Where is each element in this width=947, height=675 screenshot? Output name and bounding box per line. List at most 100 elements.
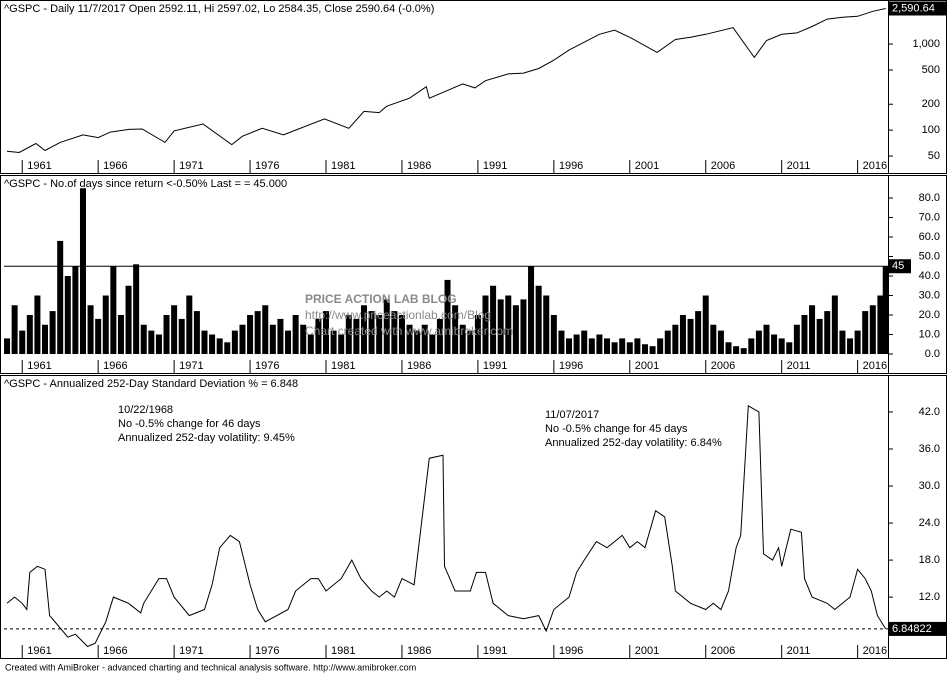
bar: [687, 318, 694, 354]
bar: [725, 342, 732, 354]
x-tick-label: 2016: [863, 360, 887, 372]
bar: [398, 315, 405, 354]
bar: [345, 315, 352, 354]
bar: [64, 276, 71, 354]
bar: [269, 324, 276, 354]
y-tick-label: 50.0: [919, 250, 940, 262]
bar: [26, 315, 33, 354]
bar: [201, 330, 208, 354]
pane-title: ^GSPC - No.of days since return <-0.50% …: [4, 178, 287, 190]
bar: [558, 330, 565, 354]
bar: [19, 330, 26, 354]
bar: [414, 330, 421, 354]
x-tick-label: 1976: [255, 360, 279, 372]
y-tick-label: 200: [922, 98, 940, 110]
annotation: No -0.5% change for 46 days: [118, 418, 261, 430]
annotation: No -0.5% change for 45 days: [545, 423, 688, 435]
bar: [657, 338, 664, 354]
bar: [421, 324, 428, 354]
bar: [664, 330, 671, 354]
y-tick-label: 30.0: [919, 480, 940, 492]
bar: [748, 338, 755, 354]
last-value-label: 6.84822: [892, 623, 932, 635]
bar: [490, 285, 497, 354]
bar: [72, 266, 79, 354]
bar: [34, 295, 41, 354]
x-tick-label: 1996: [559, 360, 583, 372]
bar: [869, 305, 876, 354]
bar: [877, 295, 884, 354]
bar: [239, 324, 246, 354]
annotation: Annualized 252-day volatility: 6.84%: [545, 437, 722, 449]
annotation: 10/22/1968: [118, 404, 173, 416]
last-value-box: [889, 1, 947, 16]
bar: [231, 330, 238, 354]
x-tick-label: 2001: [635, 645, 659, 657]
bar: [262, 305, 269, 354]
bar: [596, 334, 603, 354]
bar: [816, 318, 823, 354]
bar: [543, 295, 550, 354]
x-tick-label: 1981: [331, 360, 355, 372]
bar: [847, 338, 854, 354]
y-tick-label: 100: [922, 124, 940, 136]
x-tick-label: 2011: [787, 160, 811, 172]
bar: [854, 330, 861, 354]
x-tick-label: 1981: [331, 645, 355, 657]
bar: [209, 334, 216, 354]
bar: [254, 311, 261, 354]
footer: Created with AmiBroker - advanced charti…: [5, 662, 416, 672]
bar: [717, 330, 724, 354]
last-value-label: 2,590.64: [892, 2, 935, 14]
bar: [550, 315, 557, 354]
bar: [148, 330, 155, 354]
bar: [216, 338, 223, 354]
bar: [57, 240, 64, 354]
bar: [4, 338, 11, 354]
bar: [695, 311, 702, 354]
y-tick-label: 12.0: [919, 591, 940, 603]
x-tick-label: 1996: [559, 160, 583, 172]
bar: [497, 299, 504, 354]
x-tick-label: 2011: [787, 360, 811, 372]
x-tick-label: 2001: [635, 160, 659, 172]
y-tick-label: 50: [928, 150, 940, 162]
series-line: [6, 404, 887, 648]
bar: [155, 334, 162, 354]
x-tick-label: 1981: [331, 160, 355, 172]
annotation: Annualized 252-day volatility: 9.45%: [118, 432, 295, 444]
x-tick-label: 2016: [863, 160, 887, 172]
bar: [512, 305, 519, 354]
bar: [391, 311, 398, 354]
bar: [672, 324, 679, 354]
bar: [360, 305, 367, 354]
bar: [809, 305, 816, 354]
bar: [786, 342, 793, 354]
bar: [277, 318, 284, 354]
bar: [459, 324, 466, 354]
x-tick-label: 1966: [103, 645, 127, 657]
y-tick-label: 24.0: [919, 517, 940, 529]
bar: [755, 330, 762, 354]
bar: [186, 295, 193, 354]
bar: [649, 346, 656, 354]
bar: [102, 295, 109, 354]
bar: [444, 279, 451, 354]
bar: [474, 315, 481, 354]
bar: [11, 305, 18, 354]
x-tick-label: 2011: [787, 645, 811, 657]
bar: [839, 330, 846, 354]
bar: [763, 324, 770, 354]
x-tick-label: 1961: [27, 645, 51, 657]
bar: [505, 295, 512, 354]
y-tick-label: 40.0: [919, 270, 940, 282]
bar: [193, 311, 200, 354]
bar: [679, 315, 686, 354]
bar: [520, 299, 527, 354]
bar: [882, 266, 889, 354]
bar: [436, 318, 443, 354]
bar: [641, 344, 648, 354]
last-value-box: [889, 259, 911, 274]
bar: [315, 318, 322, 354]
y-tick-label: 42.0: [919, 406, 940, 418]
